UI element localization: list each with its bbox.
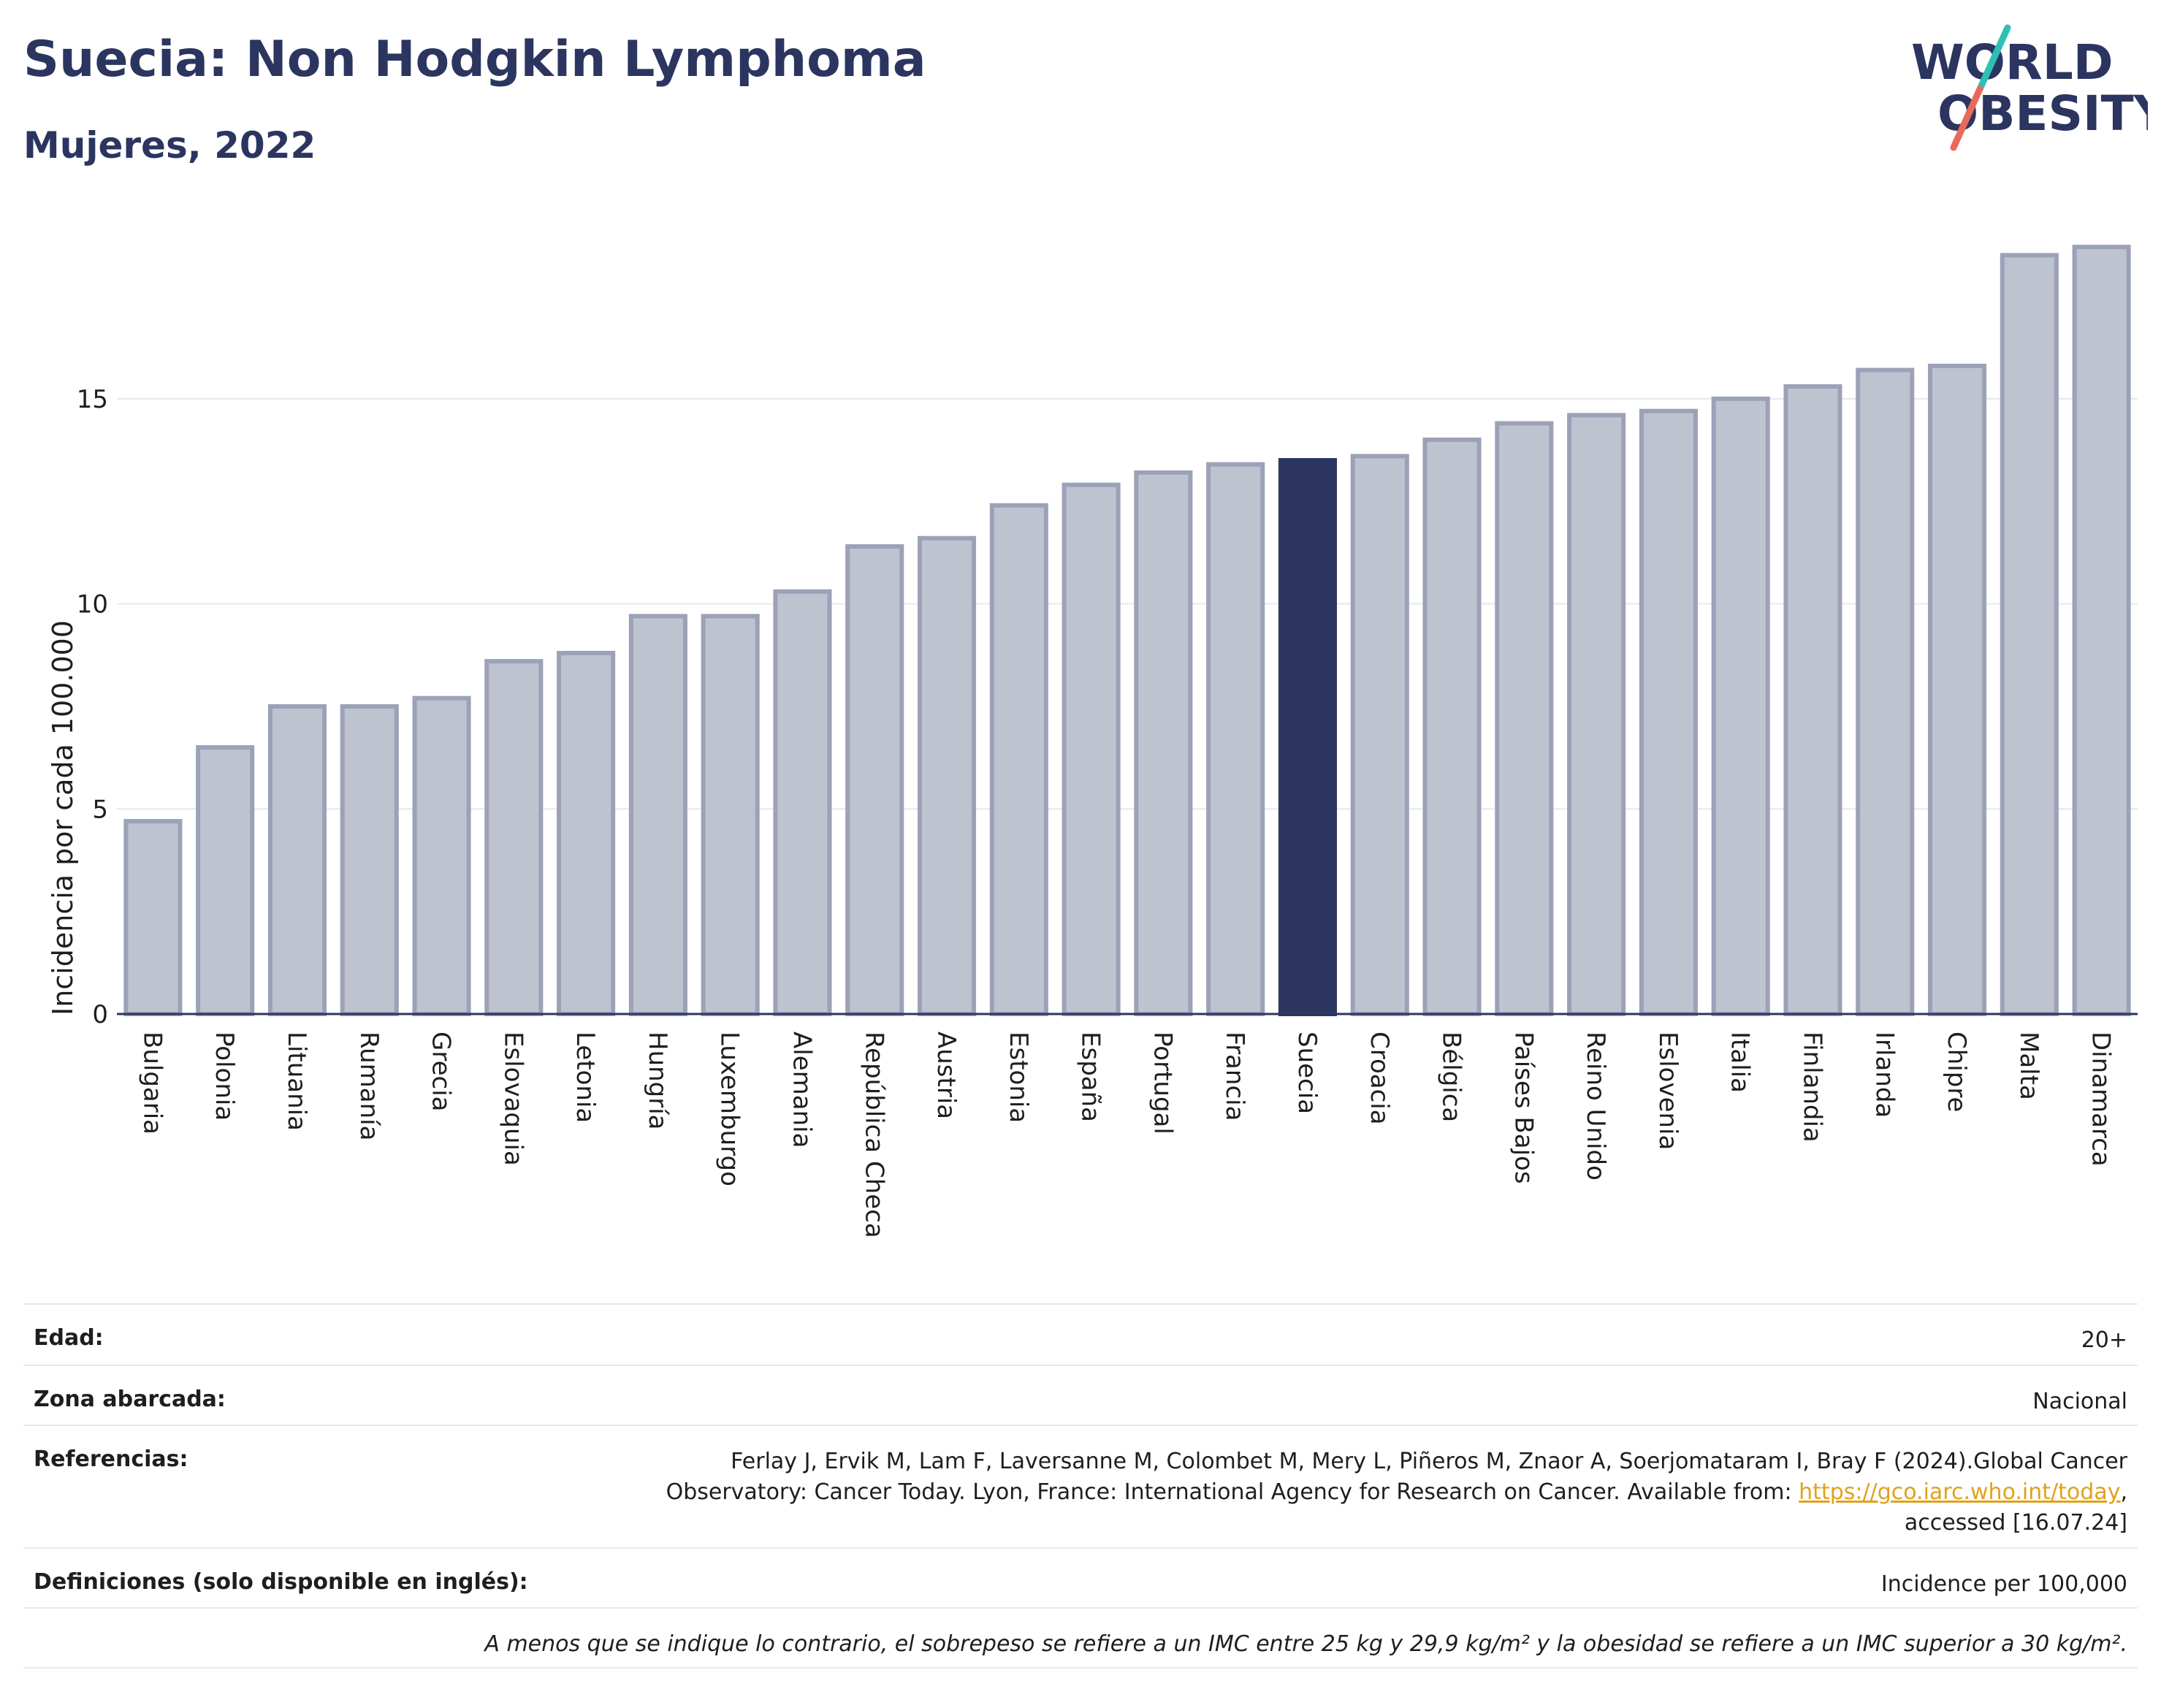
bar-bulgaria (123, 819, 183, 1016)
reference-link[interactable]: https://gco.iarc.who.int/today (1799, 1479, 2121, 1505)
x-tick-label: Polonia (210, 1032, 239, 1121)
page-subtitle: Mujeres, 2022 (23, 124, 316, 167)
bar-austria (917, 535, 977, 1017)
bar-países-bajos (1495, 421, 1554, 1016)
logo-text-world: WORLD (1911, 34, 2114, 91)
meta-row-referencias: Referencias: Ferlay J, Ervik M, Lam F, L… (23, 1425, 2138, 1547)
meta-row-edad: Edad: 20+ (23, 1303, 2138, 1365)
bar-lituania (267, 704, 327, 1016)
x-tick-label: Portugal (1148, 1032, 1177, 1135)
bar-letonia (557, 650, 616, 1017)
meta-label-zona: Zona abarcada: (34, 1387, 226, 1412)
bar-dinamarca (2072, 245, 2131, 1017)
x-tick-label: Países Bajos (1509, 1032, 1538, 1184)
meta-row-definiciones: Definiciones (solo disponible en inglés)… (23, 1547, 2138, 1607)
meta-label-referencias: Referencias: (34, 1446, 188, 1472)
world-obesity-logo: WORLD OBESITY (1911, 24, 2148, 151)
x-tick-label: Austria (931, 1032, 961, 1119)
x-tick-label: Dinamarca (2086, 1032, 2116, 1167)
bar-reino-unido (1567, 413, 1626, 1017)
bar-alemania (773, 589, 832, 1016)
meta-label-edad: Edad: (34, 1325, 104, 1351)
meta-value-referencias: Ferlay J, Ervik M, Lam F, Laversanne M, … (666, 1446, 2127, 1539)
logo-slash-top (1976, 24, 2011, 93)
bar-estonia (989, 503, 1048, 1016)
logo-slash-bottom (1950, 85, 1983, 151)
x-tick-labels: Bulgaria Polonia Lituania Rumanía Grecia Eslo… (137, 1032, 2115, 1238)
meta-row-note: A menos que se indique lo contrario, el … (23, 1607, 2138, 1669)
meta-row-zona: Zona abarcada: Nacional (23, 1365, 2138, 1425)
bar-rumanía (340, 704, 399, 1016)
bar-irlanda (1856, 367, 1915, 1016)
bar-croacia (1350, 454, 1409, 1016)
bar-república-checa (845, 544, 904, 1016)
x-tick-label: Letonia (571, 1032, 600, 1123)
y-tick-label: 10 (77, 590, 108, 619)
bar-bélgica (1422, 437, 1482, 1017)
x-tick-label: Croacia (1365, 1032, 1394, 1125)
reference-line-1: Ferlay J, Ervik M, Lam F, Laversanne M, … (731, 1449, 2127, 1474)
x-tick-label: Suecia (1292, 1032, 1322, 1114)
bar-finlandia (1783, 384, 1842, 1016)
reference-line-2: Observatory: Cancer Today. Lyon, France:… (666, 1479, 1799, 1505)
footnote: A menos que se indique lo contrario, el … (484, 1631, 2127, 1657)
meta-label-definiciones: Definiciones (solo disponible en inglés)… (34, 1569, 528, 1595)
x-tick-label: República Checa (859, 1032, 888, 1238)
bar-portugal (1134, 470, 1193, 1016)
meta-value-edad: 20+ (2081, 1327, 2127, 1353)
reference-line-2-end: , (2120, 1479, 2127, 1505)
bar-francia (1206, 462, 1265, 1017)
bar-españa (1062, 482, 1121, 1016)
x-tick-label: Malta (2014, 1032, 2043, 1100)
metadata-table: Edad: 20+ Zona abarcada: Nacional Refere… (23, 1303, 2138, 1669)
x-tick-label: Lituania (282, 1032, 311, 1131)
x-tick-label: Francia (1220, 1032, 1249, 1121)
y-tick-label: 15 (77, 385, 108, 414)
x-tick-label: Rumanía (354, 1032, 384, 1140)
bar-luxemburgo (701, 614, 760, 1016)
x-tick-label: Chipre (1942, 1032, 1971, 1112)
page-title: Suecia: Non Hodgkin Lymphoma (23, 31, 926, 88)
meta-value-zona: Nacional (2032, 1389, 2127, 1414)
x-tick-label: Irlanda (1870, 1032, 1899, 1118)
x-tick-label: Italia (1726, 1032, 1755, 1093)
x-tick-label: Bulgaria (137, 1032, 167, 1135)
meta-value-definiciones: Incidence per 100,000 (1880, 1571, 2127, 1597)
bar-chipre (1927, 363, 1987, 1017)
logo-text-obesity: OBESITY (1937, 85, 2148, 142)
y-tick-label: 0 (92, 1000, 108, 1029)
x-tick-label: Grecia (427, 1032, 456, 1111)
bar-suecia (1278, 458, 1338, 1016)
x-tick-label: Eslovaquia (498, 1032, 527, 1166)
x-tick-label: Eslovenia (1653, 1032, 1682, 1150)
x-tick-label: Estonia (1004, 1032, 1033, 1123)
x-tick-label: Reino Unido (1581, 1032, 1610, 1181)
x-tick-label: Finlandia (1797, 1032, 1826, 1143)
bar-grecia (412, 695, 471, 1016)
x-tick-label: Luxemburgo (715, 1032, 744, 1186)
bar-italia (1711, 396, 1770, 1016)
y-tick-labels: 0 5 10 15 (77, 385, 108, 1029)
bar-chart: 0 5 10 15 Bulgaria Polonia Lituania Rumanía Gre… (77, 245, 2138, 1238)
bar-polonia (196, 745, 255, 1016)
x-tick-label: Alemania (787, 1032, 816, 1148)
bar-hungría (628, 614, 687, 1016)
bar-malta (2000, 253, 2059, 1016)
x-tick-label: Hungría (643, 1032, 672, 1130)
y-axis-label: Incidencia por cada 100.000 (47, 619, 79, 1015)
x-tick-label: Bélgica (1437, 1032, 1466, 1122)
y-tick-label: 5 (92, 795, 108, 824)
x-tick-label: España (1076, 1032, 1105, 1122)
bar-eslovenia (1639, 408, 1698, 1016)
bar-eslovaquia (484, 659, 544, 1016)
reference-line-3: accessed [16.07.24] (1904, 1510, 2127, 1536)
bars (123, 245, 2131, 1017)
